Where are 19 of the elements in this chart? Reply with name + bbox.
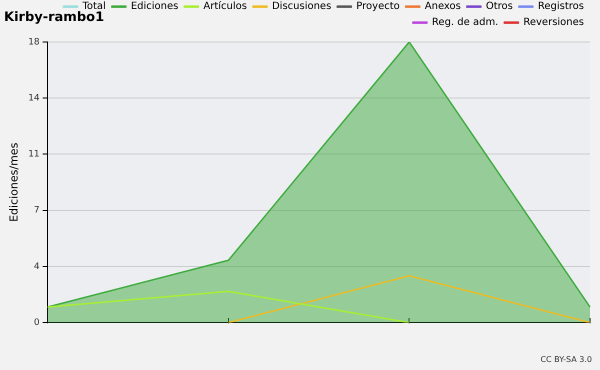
y-tick-label: 4 xyxy=(34,262,40,272)
legend-label: Reg. de adm. xyxy=(432,17,498,28)
legend-label: Proyecto xyxy=(356,1,400,12)
y-tick-label: 14 xyxy=(28,93,40,104)
legend-label: Registros xyxy=(538,1,584,12)
legend-label: Ediciones xyxy=(130,1,178,12)
legend-label: Anexos xyxy=(424,1,461,12)
legend-label: Artículos xyxy=(203,1,247,12)
y-tick-label: 7 xyxy=(34,206,40,216)
y-tick-label: 18 xyxy=(28,37,40,48)
chart-title: Kirby-rambo1 xyxy=(4,10,104,26)
legend-label: Total xyxy=(81,1,106,12)
text: CC BY-SA 3.0 xyxy=(540,355,592,364)
y-axis-title: Ediciones/mes xyxy=(7,142,20,222)
y-tick-label: 11 xyxy=(28,150,40,160)
legend-label: Discusiones xyxy=(272,1,332,12)
legend-label: Reversiones xyxy=(523,17,584,28)
y-tick-label: 0 xyxy=(34,318,40,328)
legend-label: Otros xyxy=(486,1,513,12)
